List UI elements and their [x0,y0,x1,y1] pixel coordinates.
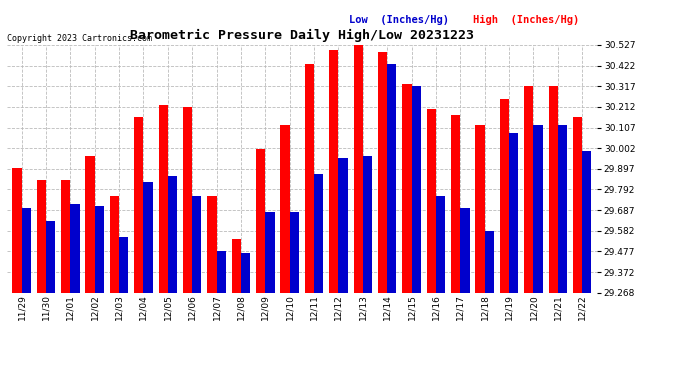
Bar [549,86,558,292]
Bar [402,84,411,292]
Bar [290,211,299,292]
Bar [475,125,484,292]
Bar [451,115,460,292]
Bar [558,125,567,292]
Bar [338,158,348,292]
Bar [168,176,177,292]
Bar [110,196,119,292]
Bar [144,182,152,292]
Bar [134,117,144,292]
Bar [329,50,338,292]
Bar [500,99,509,292]
Bar [37,180,46,292]
Bar [460,208,470,292]
Bar [183,107,193,292]
Bar [573,117,582,292]
Bar [426,109,436,292]
Bar [241,253,250,292]
Bar [159,105,168,292]
Bar [119,237,128,292]
Bar [533,125,543,292]
Bar [12,168,21,292]
Bar [95,206,104,292]
Bar [509,133,518,292]
Bar [582,151,591,292]
Bar [207,196,217,292]
Bar [378,52,387,292]
Bar [524,86,533,292]
Bar [280,125,290,292]
Text: High  (Inches/Hg): High (Inches/Hg) [473,15,579,25]
Bar [411,86,421,292]
Text: Low  (Inches/Hg): Low (Inches/Hg) [349,15,449,25]
Title: Barometric Pressure Daily High/Low 20231223: Barometric Pressure Daily High/Low 20231… [130,29,474,42]
Text: Copyright 2023 Cartronics.com: Copyright 2023 Cartronics.com [7,34,152,43]
Bar [484,231,494,292]
Bar [363,156,372,292]
Bar [46,221,55,292]
Bar [266,211,275,292]
Bar [314,174,324,292]
Bar [70,204,79,292]
Bar [61,180,70,292]
Bar [353,44,363,292]
Bar [193,196,201,292]
Bar [436,196,445,292]
Bar [86,156,95,292]
Bar [305,64,314,292]
Bar [21,208,31,292]
Bar [387,64,397,292]
Bar [232,239,241,292]
Bar [217,251,226,292]
Bar [256,148,266,292]
